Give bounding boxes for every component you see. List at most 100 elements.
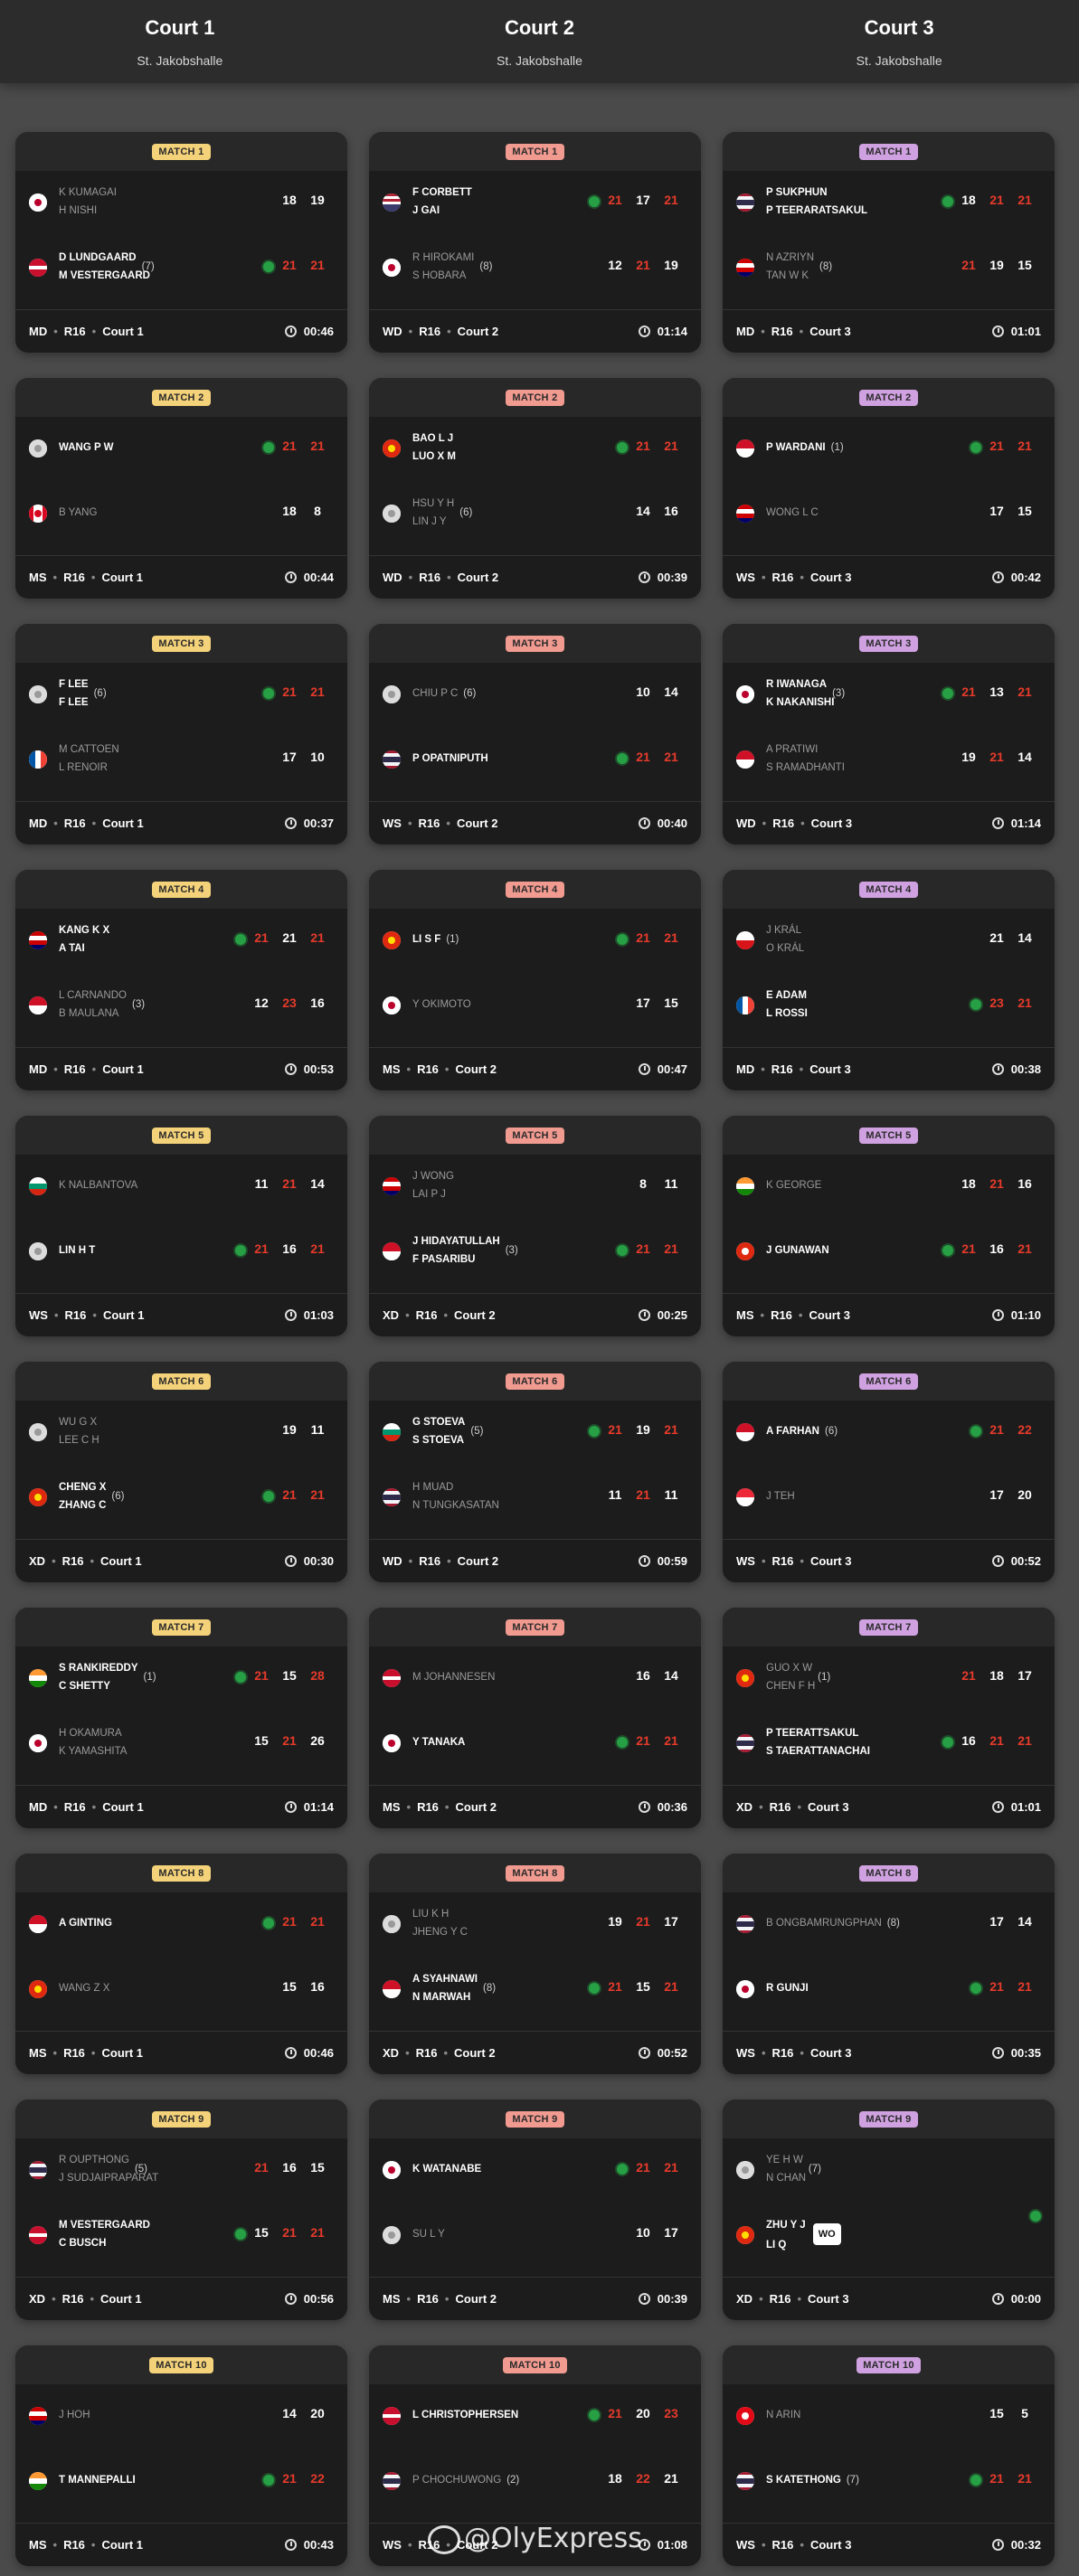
player-name: Y TANAKA — [412, 1733, 465, 1751]
seed-label: (6) — [93, 688, 107, 699]
match-number-badge: MATCH 3 — [506, 635, 564, 652]
separator: • — [443, 1308, 449, 1322]
match-duration: 00:52 — [638, 2046, 687, 2060]
match-card[interactable]: MATCH 1 K KUMAGAI H NISHI 18 19 D LUNDGAARD (7… — [15, 132, 347, 353]
separator: • — [407, 816, 412, 830]
team-row: J HOH 14 20 — [29, 2394, 334, 2436]
team-players: P OPATNIPUTH — [412, 738, 488, 779]
event-code: WD — [736, 816, 756, 830]
match-card[interactable]: MATCH 2 P WARDANI (1) 21 21 WONG L C 17 15 WS • R1… — [723, 378, 1055, 599]
game-score: 21 — [636, 1914, 650, 1929]
game-score: 21 — [989, 930, 1004, 945]
game-score: 21 — [989, 1733, 1004, 1748]
player-name: P OPATNIPUTH — [412, 750, 488, 768]
match-card[interactable]: MATCH 3 CHIU P C (6) 10 14 P OPATNIPUTH 21 21 WS… — [369, 624, 701, 845]
match-card[interactable]: MATCH 3 F LEE (6) F LEE 21 21 M CATTOEN L RENOI… — [15, 624, 347, 845]
game-score: 15 — [310, 2160, 325, 2175]
court-2-header[interactable]: Court 2 St. Jakobshalle — [360, 0, 720, 83]
team-row: HSU Y H (6) LIN J Y 14 16 — [383, 492, 687, 533]
match-card[interactable]: MATCH 10 L CHRISTOPHERSEN 21 20 23 P CHOCHUWO… — [369, 2345, 701, 2566]
match-card-header: MATCH 9 — [15, 2099, 347, 2138]
game-score: 15 — [282, 1979, 297, 1994]
match-card[interactable]: MATCH 8 LIU K H JHENG Y C 19 21 17 A SYAHNAWI (… — [369, 1854, 701, 2074]
match-card[interactable]: MATCH 8 B ONGBAMRUNGPHAN (8) 17 14 R GUNJI 21 2… — [723, 1854, 1055, 2074]
event-code: MS — [736, 1308, 754, 1322]
match-card[interactable]: MATCH 10 J HOH 14 20 T MANNEPALLI 21 22 MS • R16 •… — [15, 2345, 347, 2566]
round-label: R16 — [419, 325, 441, 338]
team-row: P WARDANI (1) 21 21 — [736, 427, 1041, 468]
player-name-text: J SUDJAIPRAPARAT — [59, 2173, 159, 2184]
match-card[interactable]: MATCH 5 K NALBANTOVA 11 21 14 LIN H T 21 16 21 WS… — [15, 1116, 347, 1336]
match-card[interactable]: MATCH 1 F CORBETT J GAI 21 17 21 R HIROKAMI (8)… — [369, 132, 701, 353]
country-flag-icon — [383, 1980, 401, 1998]
team-row: WONG L C 17 15 — [736, 492, 1041, 533]
match-card[interactable]: MATCH 7 GUO X W (1) CHEN F H 21 18 17 P TEERATT… — [723, 1608, 1055, 1828]
country-flag-icon — [29, 2161, 47, 2179]
match-card[interactable]: MATCH 6 G STOEVA (5) S STOEVA 21 19 21 H MUAD N … — [369, 1362, 701, 1582]
court-1-header[interactable]: Court 1 St. Jakobshalle — [0, 0, 360, 83]
game-score: 16 — [282, 1241, 297, 1256]
match-card[interactable]: MATCH 4 J KRÁL O KRÁL 21 14 E ADAM L ROSSI 23 21… — [723, 870, 1055, 1090]
team-row: R GUNJI 21 21 — [736, 1967, 1041, 2009]
round-label: R16 — [417, 1800, 439, 1814]
match-card[interactable]: MATCH 10 N ARIN 15 5 S KATETHONG (7) 21 21 WS • R1… — [723, 2345, 1055, 2566]
player-name-text: WANG Z X — [59, 1983, 110, 1994]
match-card-header: MATCH 5 — [15, 1116, 347, 1155]
game-score: 21 — [636, 439, 650, 453]
match-footer: XD • R16 • Court 2 00:52 — [369, 2031, 701, 2074]
player-name: A SYAHNAWI (8) — [412, 1970, 496, 1994]
match-card[interactable]: MATCH 2 BAO L J LUO X M 21 21 HSU Y H (6) LIN J… — [369, 378, 701, 599]
separator: • — [800, 2046, 804, 2060]
player-name-text: R OUPTHONG — [59, 2155, 129, 2166]
game-score: 21 — [664, 1422, 678, 1437]
match-footer: MS • R16 • Court 2 00:39 — [369, 2277, 701, 2320]
game-score: 17 — [989, 1487, 1004, 1502]
match-footer: MD • R16 • Court 1 01:14 — [15, 1785, 347, 1828]
match-duration: 00:00 — [991, 2292, 1041, 2306]
match-card[interactable]: MATCH 7 M JOHANNESEN 16 14 Y TANAKA 21 21 MS • R1… — [369, 1608, 701, 1828]
duration-text: 00:39 — [657, 2292, 687, 2306]
country-flag-icon — [383, 1177, 401, 1195]
match-card[interactable]: MATCH 9 R OUPTHONG (5) J SUDJAIPRAPARAT 21 16… — [15, 2099, 347, 2320]
match-card[interactable]: MATCH 4 LI S F (1) 21 21 Y OKIMOTO 17 15 MS • R16 •… — [369, 870, 701, 1090]
player-name: D LUNDGAARD (7) — [59, 249, 155, 272]
match-card[interactable]: MATCH 9 YE H W (7) N CHAN ZHU Y J WO LI Q XD • R1… — [723, 2099, 1055, 2320]
match-card-header: MATCH 4 — [15, 870, 347, 909]
player-name: LUO X M — [412, 448, 456, 466]
team-players: R HIROKAMI (8) S HOBARA — [412, 246, 492, 288]
team-players: KANG K X A TAI — [59, 919, 109, 960]
country-flag-icon — [29, 2407, 47, 2425]
game-score: 11 — [254, 1176, 269, 1191]
match-card[interactable]: MATCH 4 KANG K X A TAI 21 21 21 L CARNANDO (3) B… — [15, 870, 347, 1090]
match-card[interactable]: MATCH 5 J WONG LAI P J 8 11 J HIDAYATULLAH (3)… — [369, 1116, 701, 1336]
match-card[interactable]: MATCH 6 A FARHAN (6) 21 22 J TEH 17 20 WS • R16 • Co… — [723, 1362, 1055, 1582]
winner-indicator-icon — [970, 999, 981, 1010]
player-name: R HIROKAMI (8) — [412, 249, 492, 272]
match-card[interactable]: MATCH 2 WANG P W 21 21 B YANG 18 8 MS • R16 • Court… — [15, 378, 347, 599]
separator: • — [91, 1800, 97, 1814]
duration-text: 01:14 — [657, 325, 687, 338]
event-code: WS — [383, 816, 402, 830]
player-name-text: M JOHANNESEN — [412, 1672, 496, 1683]
match-card[interactable]: MATCH 8 A GINTING 21 21 WANG Z X 15 16 MS • R16 • C… — [15, 1854, 347, 2074]
match-card[interactable]: MATCH 6 WU G X LEE C H 19 11 CHENG X (6) ZHANG … — [15, 1362, 347, 1582]
match-card[interactable]: MATCH 1 P SUKPHUN P TEERARATSAKUL 18 21 21 N A… — [723, 132, 1055, 353]
game-score: 21 — [664, 1733, 678, 1748]
game-score: 21 — [989, 193, 1004, 207]
game-score: 21 — [282, 930, 297, 945]
player-name: LIN J Y — [412, 513, 472, 531]
match-card-header: MATCH 9 — [723, 2099, 1055, 2138]
player-name: H NISHI — [59, 202, 117, 220]
match-card[interactable]: MATCH 9 K WATANABE 21 21 SU L Y 10 17 MS • R16 • Co… — [369, 2099, 701, 2320]
court-3-header[interactable]: Court 3 St. Jakobshalle — [719, 0, 1079, 83]
team-players: A FARHAN (6) — [766, 1411, 838, 1452]
match-number-badge: MATCH 8 — [506, 1864, 564, 1882]
player-name-text: A TAI — [59, 943, 85, 954]
team-row: J WONG LAI P J 8 11 — [383, 1165, 687, 1206]
match-card[interactable]: MATCH 5 K GEORGE 18 21 16 J GUNAWAN 21 16 21 MS • R… — [723, 1116, 1055, 1336]
team-players: GUO X W (1) CHEN F H — [766, 1656, 830, 1698]
player-name: T MANNEPALLI — [59, 2471, 136, 2489]
match-card[interactable]: MATCH 7 S RANKIREDDY (1) C SHETTY 21 15 28 H OK… — [15, 1608, 347, 1828]
game-score: 21 — [636, 1241, 650, 1256]
